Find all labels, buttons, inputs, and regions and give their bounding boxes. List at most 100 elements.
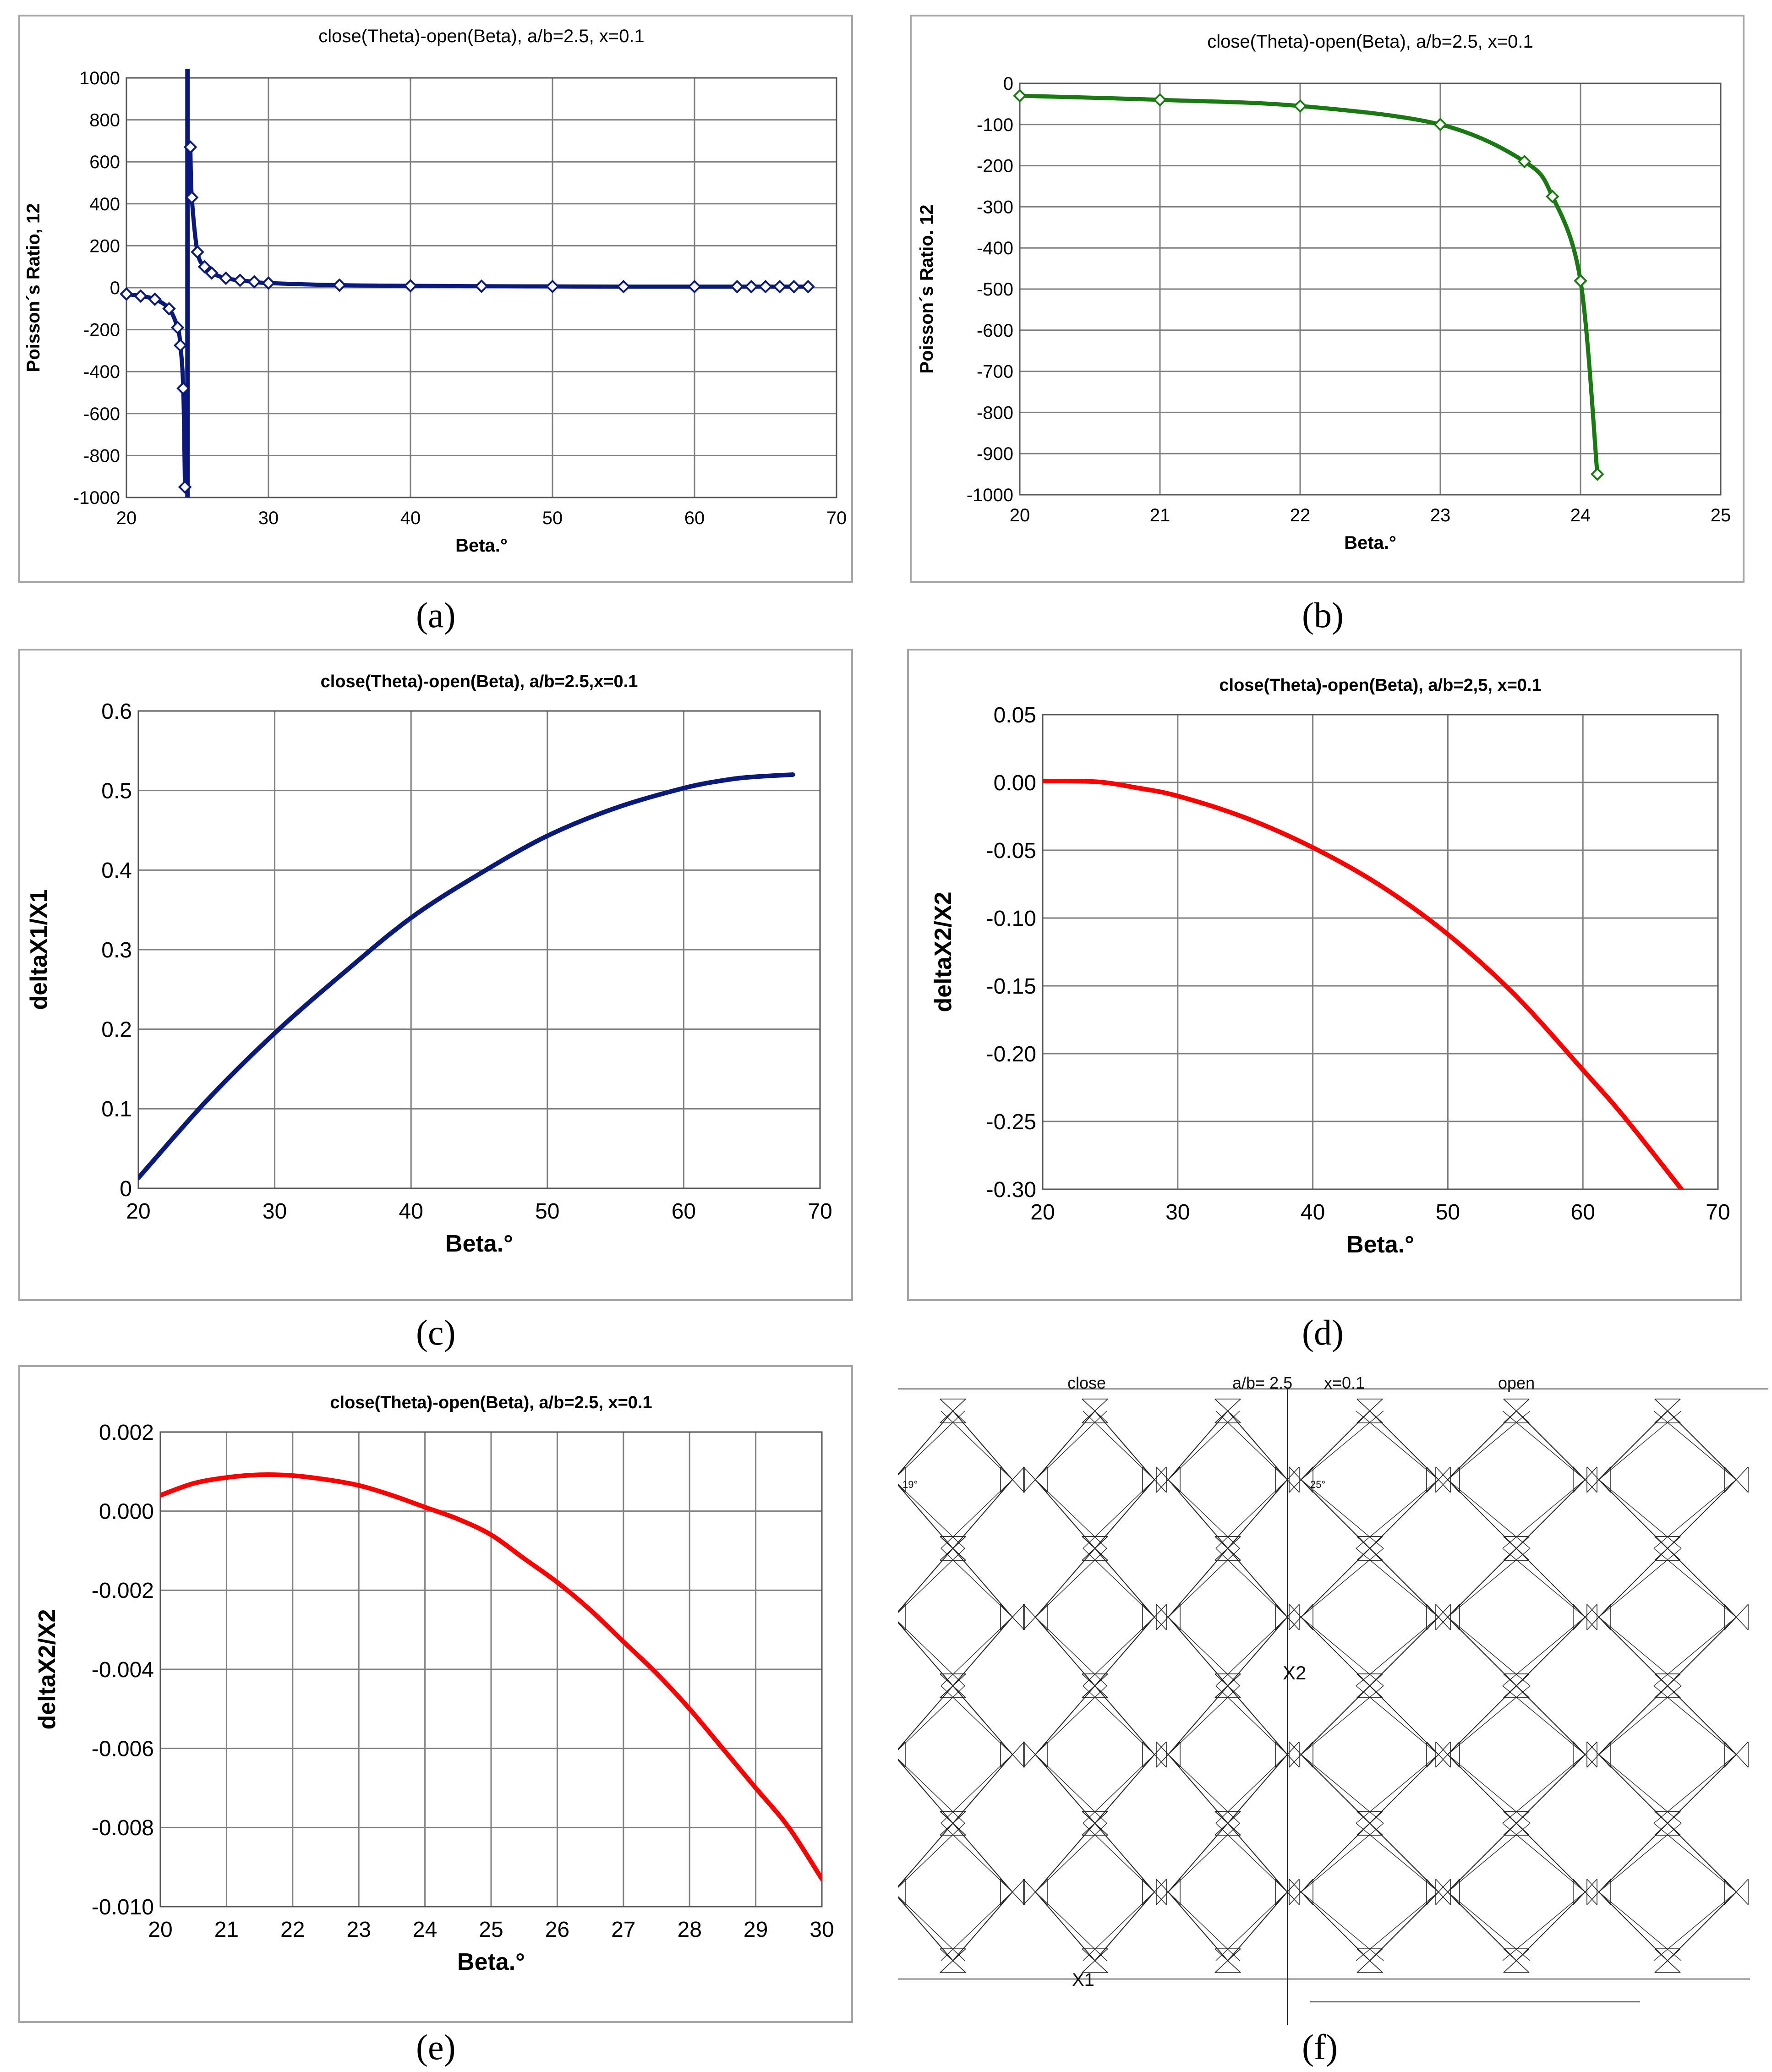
lattice-cell-open xyxy=(1301,1548,1370,1618)
inner-bar xyxy=(1215,1754,1288,1824)
inner-bar xyxy=(1301,1548,1384,1618)
bowtie-bar xyxy=(940,1948,966,1973)
lattice-cell-close xyxy=(898,1823,953,1887)
y-tick-label: 0.4 xyxy=(101,858,132,883)
y-tick-label: -0.010 xyxy=(92,1895,154,1919)
lattice-cell-open xyxy=(1516,1754,1586,1824)
inner-bar xyxy=(1356,1548,1439,1618)
chart-title: close(Theta)-open(Beta), a/b=2.5, x=0.1 xyxy=(1207,32,1533,52)
lattice-cell-close xyxy=(1094,1617,1155,1686)
y-tick-label: 0.3 xyxy=(101,938,132,962)
inner-bar xyxy=(1598,1548,1682,1618)
x-tick-label: 20 xyxy=(1010,505,1030,525)
y-tick-label: 0 xyxy=(110,278,120,298)
lattice-cell-open xyxy=(1516,1823,1586,1892)
y-tick-label: 200 xyxy=(89,236,120,256)
data-point xyxy=(688,279,701,294)
y-axis-label: Poisson´s Ratio. 12 xyxy=(917,205,937,374)
bowtie-bar xyxy=(1214,1399,1241,1423)
x-tick-label: 27 xyxy=(611,1918,635,1942)
x-tick-label: 40 xyxy=(1301,1200,1325,1225)
data-point xyxy=(1545,190,1559,203)
inner-bar xyxy=(1502,1410,1586,1480)
lattice-cell-close xyxy=(1168,1685,1228,1755)
chart-a: -1000 -800 -600 -400 -200 0 200 400 600 800 1000 20… xyxy=(23,26,847,556)
lattice-cell-open xyxy=(1369,1754,1439,1824)
lattice-cell-open xyxy=(1667,1548,1737,1618)
y-tick-label: 1000 xyxy=(79,68,120,88)
inner-bar xyxy=(941,1754,1013,1824)
inner-bar xyxy=(1598,1754,1682,1824)
inner-bar xyxy=(1598,1823,1682,1892)
label-x-param: x=0.1 xyxy=(1324,1373,1365,1392)
lattice-cell-open xyxy=(1598,1548,1668,1618)
inner-bar xyxy=(1356,1617,1439,1686)
data-point xyxy=(1013,89,1027,103)
inner-bar xyxy=(1168,1685,1240,1755)
lattice-cell-close xyxy=(1168,1892,1228,1961)
y-tick-label: 400 xyxy=(89,194,120,214)
y-tick-label: -400 xyxy=(83,362,120,382)
x-tick-label: 50 xyxy=(535,1199,559,1224)
lattice-cell-open xyxy=(1516,1479,1586,1549)
inner-bar xyxy=(1653,1479,1737,1549)
lattice-cell-close xyxy=(1168,1754,1228,1824)
y-tick-label: -0.002 xyxy=(92,1579,154,1603)
bowtie-bar xyxy=(1214,1948,1241,1973)
lattice-cell-close xyxy=(1227,1617,1288,1686)
lattice-cell-close xyxy=(1035,1617,1095,1686)
lattice-cell-open xyxy=(1516,1617,1586,1686)
y-tick-label: 0.05 xyxy=(994,703,1036,727)
inner-bar xyxy=(1356,1479,1439,1549)
inner-bar xyxy=(1598,1410,1682,1480)
label-axis-x1: X1 xyxy=(1072,1970,1094,1990)
bowtie-bar xyxy=(1503,1811,1530,1836)
inner-bar xyxy=(1168,1892,1240,1961)
lattice-cell-close xyxy=(1227,1754,1288,1824)
inner-bar xyxy=(1502,1617,1586,1686)
x-tick-label: 20 xyxy=(116,508,137,528)
inner-bar xyxy=(1502,1479,1586,1549)
panel-d-frame xyxy=(907,649,1742,1301)
inner-bar xyxy=(941,1410,1013,1480)
data-point xyxy=(546,279,559,294)
inner-bar xyxy=(898,1410,965,1476)
y-tick-label: -0.30 xyxy=(986,1178,1036,1202)
bowtie-bar xyxy=(1356,1948,1383,1973)
y-tick-label: -0.10 xyxy=(986,907,1036,931)
data-point xyxy=(183,140,197,154)
lattice-cell-close xyxy=(1227,1823,1288,1892)
inner-bar xyxy=(1168,1548,1240,1618)
lattice-cell-close xyxy=(1227,1685,1288,1755)
inner-bar xyxy=(898,1621,965,1686)
data-point xyxy=(197,260,212,274)
bowtie-bar xyxy=(1356,1536,1383,1561)
data-point xyxy=(134,289,148,303)
lattice-cell-open xyxy=(1598,1617,1668,1686)
lattice-cell-open xyxy=(1598,1823,1668,1892)
lattice-cell-open xyxy=(1301,1479,1370,1549)
lattice-cell-close xyxy=(1035,1892,1095,1961)
lattice-cell-close xyxy=(898,1759,953,1824)
lattice-cell-close xyxy=(1168,1410,1228,1480)
lattice-cell-close xyxy=(952,1685,1013,1755)
inner-bar xyxy=(1502,1892,1586,1961)
bowtie-bar xyxy=(1654,1811,1681,1836)
lattice-cell-open xyxy=(1447,1617,1517,1686)
inner-bar xyxy=(1598,1685,1682,1755)
bowtie-bar xyxy=(1654,1399,1681,1423)
x-tick-label: 23 xyxy=(1430,505,1451,525)
inner-bar xyxy=(1215,1548,1288,1618)
y-tick-label: -0.008 xyxy=(92,1816,154,1840)
label-angle-close: 19° xyxy=(902,1479,918,1490)
lattice-cell-close xyxy=(1094,1892,1155,1961)
x-tick-label: 40 xyxy=(399,1199,423,1224)
lattice-cell-close xyxy=(1227,1548,1288,1618)
data-point xyxy=(787,279,801,294)
inner-bar xyxy=(1301,1410,1384,1480)
lattice-cell-open xyxy=(1516,1685,1586,1755)
data-point xyxy=(333,278,346,292)
data-point xyxy=(247,275,261,289)
bowtie-bar xyxy=(1082,1536,1108,1561)
x-tick-label: 21 xyxy=(1150,505,1170,525)
